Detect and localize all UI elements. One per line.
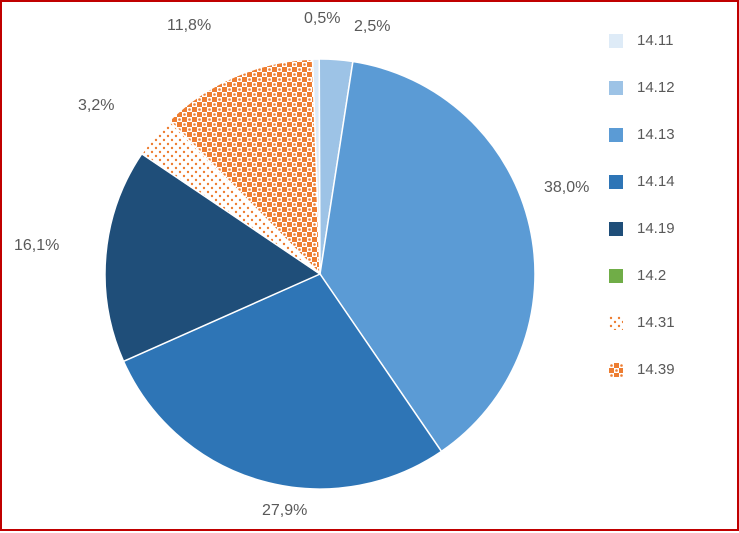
legend-swatch-14.39 — [609, 363, 623, 377]
legend-item-14.14: 14.14 — [609, 173, 719, 190]
pie-chart: 0,5% 2,5% 38,0% 27,9% 16,1% 3,2% 11,8% — [2, 2, 602, 533]
legend-swatch-14.2 — [609, 269, 623, 283]
legend-label: 14.11 — [637, 32, 673, 49]
label-14.11: 0,5% — [304, 10, 340, 28]
chart-frame: 0,5%2,5%38,0%27,9%16,1%3,2%11,8% 14.1114… — [0, 0, 739, 531]
label-14.13: 38,0% — [544, 179, 589, 197]
label-14.39: 11,8% — [167, 17, 211, 35]
legend-label: 14.2 — [637, 267, 666, 284]
label-14.19: 16,1% — [14, 237, 59, 255]
legend-label: 14.13 — [637, 126, 675, 143]
legend-label: 14.19 — [637, 220, 675, 237]
legend-swatch-14.11 — [609, 34, 623, 48]
pie-svg — [2, 2, 602, 533]
legend-label: 14.31 — [637, 314, 675, 331]
label-14.31: 3,2% — [78, 97, 114, 115]
legend-swatch-14.31 — [609, 316, 623, 330]
legend-label: 14.12 — [637, 79, 675, 96]
legend-item-14.39: 14.39 — [609, 361, 719, 378]
legend-swatch-14.13 — [609, 128, 623, 142]
legend: 14.11 14.12 14.13 14.14 14.19 14.2 14.31 14.39 — [609, 32, 719, 408]
label-14.14: 27,9% — [262, 502, 307, 520]
legend-swatch-14.14 — [609, 175, 623, 189]
legend-item-14.13: 14.13 — [609, 126, 719, 143]
legend-label: 14.14 — [637, 173, 675, 190]
label-14.12: 2,5% — [354, 18, 390, 36]
legend-item-14.2: 14.2 — [609, 267, 719, 284]
legend-item-14.12: 14.12 — [609, 79, 719, 96]
legend-item-14.19: 14.19 — [609, 220, 719, 237]
legend-item-14.11: 14.11 — [609, 32, 719, 49]
legend-label: 14.39 — [637, 361, 675, 378]
legend-item-14.31: 14.31 — [609, 314, 719, 331]
legend-swatch-14.12 — [609, 81, 623, 95]
legend-swatch-14.19 — [609, 222, 623, 236]
